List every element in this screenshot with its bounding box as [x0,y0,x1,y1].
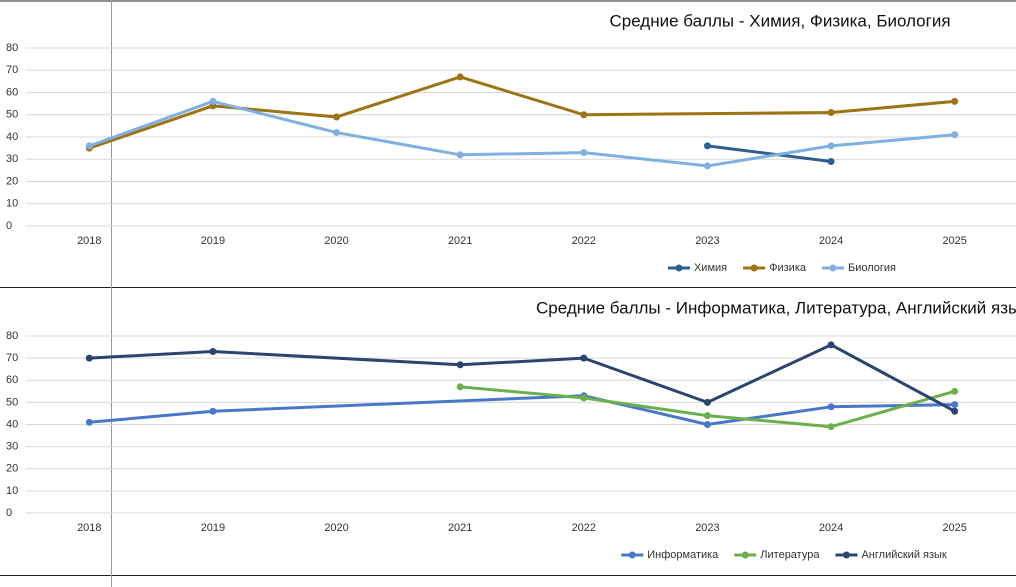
data-point [827,403,835,411]
y-tick-label: 10 [6,485,18,497]
data-point [580,111,588,119]
x-tick-label: 2022 [572,522,596,534]
x-tick-label: 2023 [695,522,719,534]
x-tick-label: 2021 [448,235,472,247]
y-tick-label: 0 [6,220,12,232]
data-point [951,97,959,105]
y-tick-label: 40 [6,418,18,430]
data-point [703,412,711,420]
y-tick-label: 60 [6,86,18,98]
data-point [209,347,217,355]
data-point [703,162,711,170]
x-tick-label: 2019 [201,522,225,534]
y-tick-label: 60 [6,374,18,386]
y-tick-label: 50 [6,396,18,408]
data-point [951,401,959,409]
x-tick-label: 2018 [77,235,101,247]
x-tick-label: 2020 [324,235,348,247]
legend-label: Биология [848,262,896,274]
data-point [951,131,959,139]
y-tick-label: 20 [6,175,18,187]
legend-label: Химия [694,262,727,274]
data-point [209,407,217,415]
y-tick-label: 30 [6,441,18,453]
data-point [827,423,835,431]
data-point [456,151,464,159]
data-point [85,354,93,362]
y-tick-label: 20 [6,463,18,475]
data-point [580,394,588,402]
data-point [951,407,959,415]
data-point [827,341,835,349]
x-tick-label: 2025 [942,522,966,534]
y-tick-label: 30 [6,153,18,165]
legend-label: Физика [769,262,807,274]
x-tick-label: 2021 [448,522,472,534]
data-point [85,142,93,150]
x-tick-label: 2023 [695,235,719,247]
legend-marker [842,551,850,559]
x-tick-label: 2022 [572,235,596,247]
legend-marker [750,264,758,272]
data-point [456,383,464,391]
data-point [333,129,341,137]
data-point [827,109,835,117]
series-line [707,144,832,163]
x-tick-label: 2018 [77,522,101,534]
x-tick-label: 2024 [819,522,843,534]
x-tick-label: 2019 [201,235,225,247]
data-point [827,142,835,150]
data-point [703,398,711,406]
x-tick-label: 2025 [942,235,966,247]
y-tick-label: 0 [6,507,12,519]
data-point [951,387,959,395]
legend-marker [675,264,683,272]
y-tick-label: 80 [6,42,18,54]
data-point [580,149,588,157]
y-tick-label: 50 [6,109,18,121]
x-tick-label: 2024 [819,235,843,247]
legend-marker [741,551,749,559]
legend-label: Литература [760,549,820,561]
data-point [456,361,464,369]
data-point [209,97,217,105]
series-line [88,99,955,168]
data-point [333,113,341,121]
data-point [827,157,835,165]
data-point [85,418,93,426]
legend-marker [628,551,636,559]
chart-title: Средние баллы - Химия, Физика, Биология [609,11,950,30]
data-point [703,142,711,150]
y-tick-label: 70 [6,352,18,364]
y-tick-label: 80 [6,330,18,342]
legend-label: Информатика [647,549,719,561]
data-point [456,73,464,81]
data-point [580,354,588,362]
y-tick-label: 40 [6,131,18,143]
legend-label: Английский язык [861,549,946,561]
chart-title: Средние баллы - Информатика, Литература,… [536,298,1016,317]
x-tick-label: 2020 [324,522,348,534]
y-tick-label: 10 [6,198,18,210]
legend-marker [829,264,837,272]
y-tick-label: 70 [6,64,18,76]
data-point [703,421,711,428]
series-line [89,394,955,426]
